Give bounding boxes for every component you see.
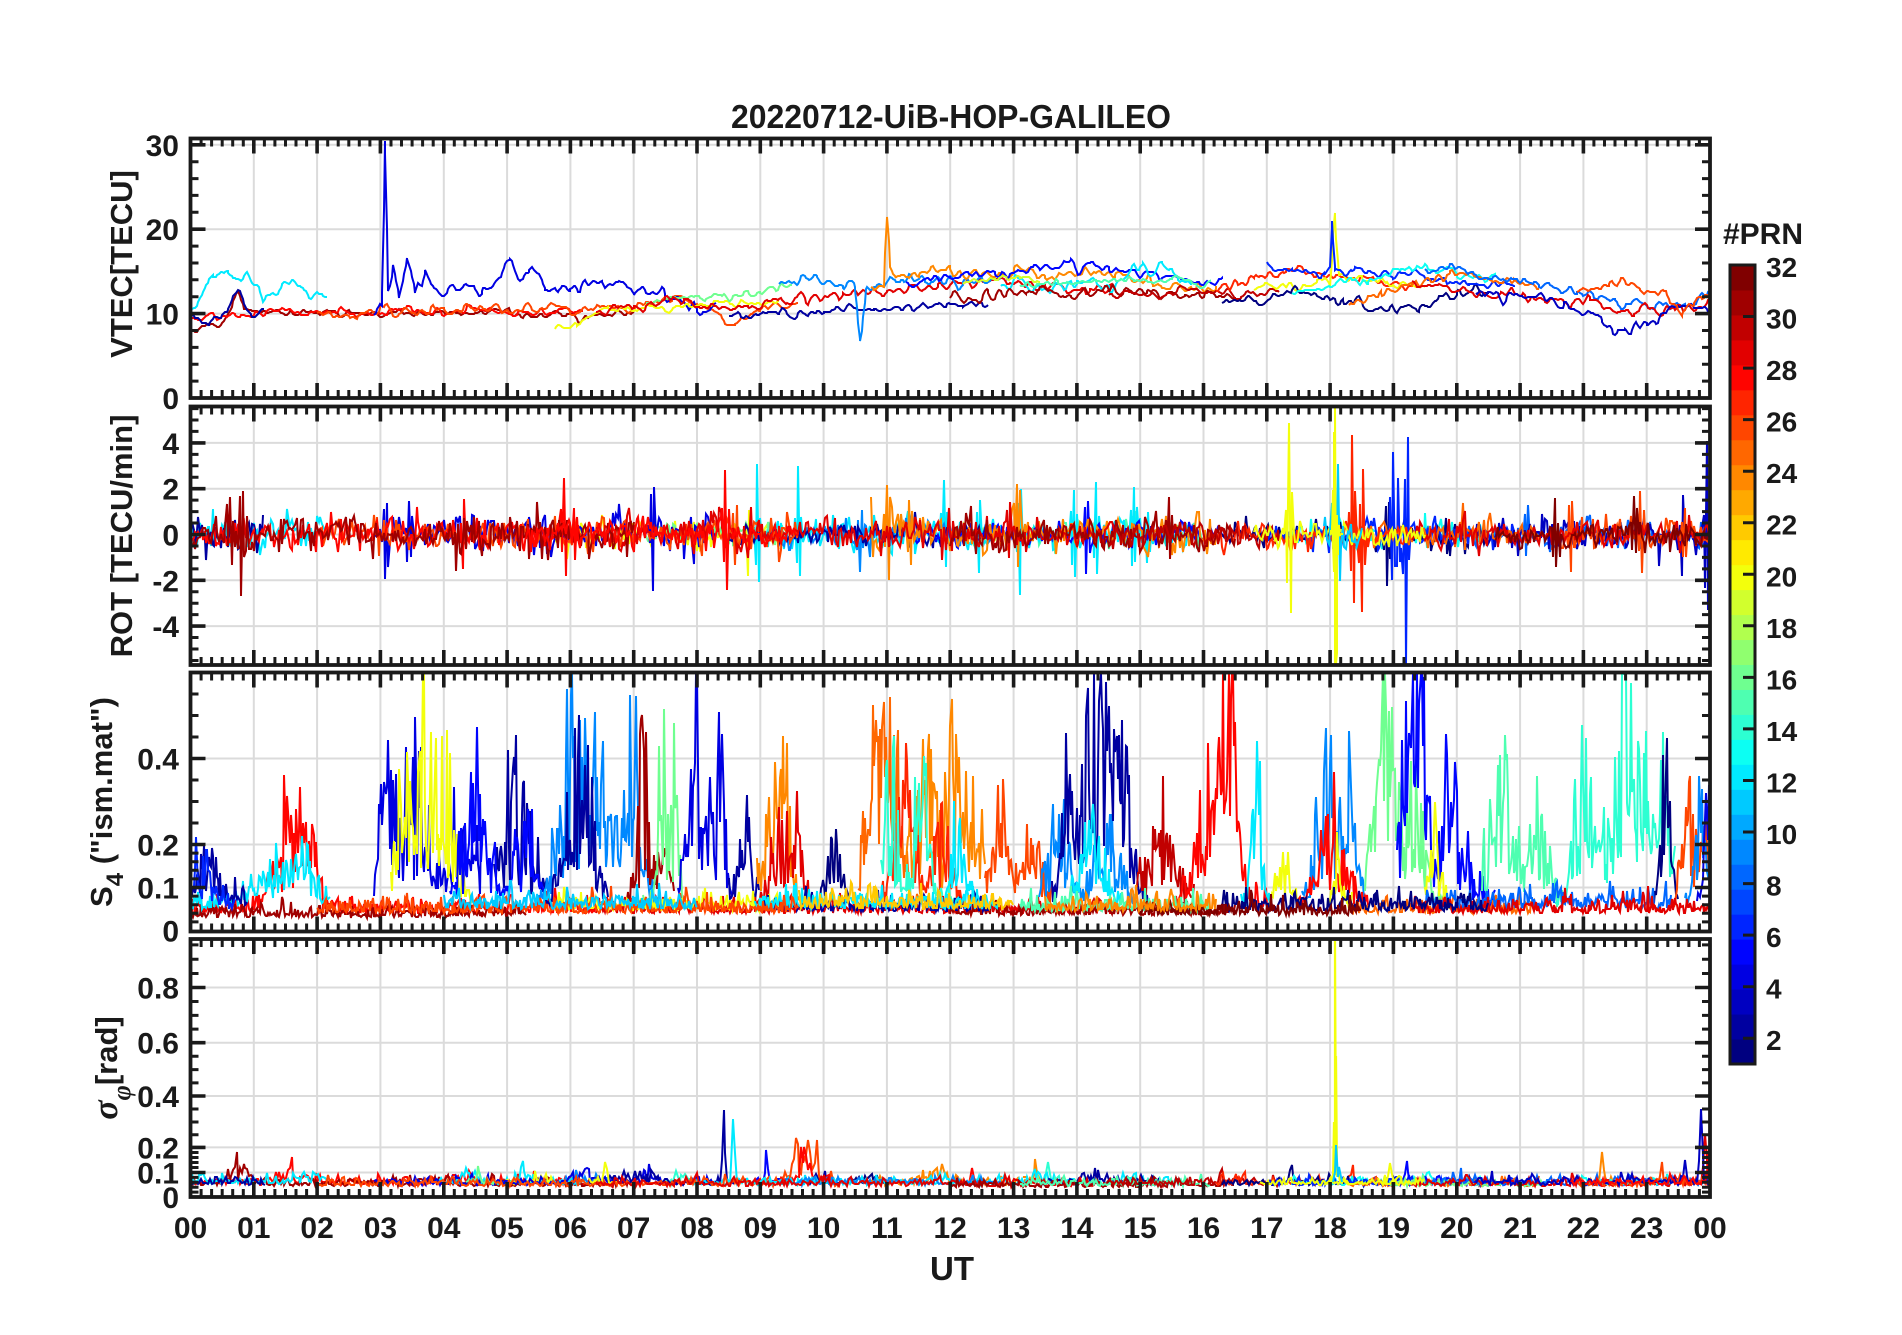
svg-text:0.2: 0.2 [137,1132,179,1165]
svg-text:30: 30 [146,130,179,163]
svg-text:16: 16 [1187,1212,1220,1245]
svg-text:22: 22 [1766,510,1797,541]
svg-text:0: 0 [162,520,179,553]
svg-text:12: 12 [1766,768,1797,799]
svg-text:UT: UT [930,1250,974,1287]
svg-text:12: 12 [934,1212,967,1245]
svg-text:0: 0 [162,1182,179,1215]
svg-text:20: 20 [1766,561,1797,592]
svg-text:0: 0 [162,383,179,416]
svg-text:00: 00 [174,1212,207,1245]
svg-text:0.1: 0.1 [137,873,179,906]
svg-text:05: 05 [490,1212,523,1245]
svg-text:18: 18 [1313,1212,1346,1245]
svg-text:08: 08 [680,1212,713,1245]
svg-text:4: 4 [162,428,179,461]
svg-text:30: 30 [1766,304,1797,335]
svg-text:10: 10 [146,299,179,332]
svg-text:03: 03 [364,1212,397,1245]
svg-text:0.4: 0.4 [137,744,179,777]
svg-text:07: 07 [617,1212,650,1245]
svg-text:σφ[rad]: σφ[rad] [85,1016,136,1120]
svg-text:6: 6 [1766,922,1782,953]
svg-text:0.2: 0.2 [137,830,179,863]
svg-text:24: 24 [1766,458,1798,489]
svg-text:15: 15 [1124,1212,1157,1245]
svg-text:-4: -4 [152,611,179,644]
svg-text:26: 26 [1766,407,1797,438]
svg-text:11: 11 [871,1212,903,1245]
svg-text:19: 19 [1377,1212,1410,1245]
svg-text:0.1: 0.1 [137,1158,179,1191]
svg-text:13: 13 [997,1212,1030,1245]
svg-text:4: 4 [1766,974,1782,1005]
svg-text:0: 0 [162,916,179,949]
svg-text:20: 20 [1440,1212,1473,1245]
svg-text:14: 14 [1060,1212,1094,1245]
svg-text:01: 01 [237,1212,270,1245]
svg-text:8: 8 [1766,871,1782,902]
svg-text:20: 20 [146,214,179,247]
svg-text:21: 21 [1503,1212,1536,1245]
svg-text:10: 10 [1766,819,1797,850]
svg-text:17: 17 [1250,1212,1283,1245]
svg-text:2: 2 [1766,1025,1782,1056]
svg-text:14: 14 [1766,716,1798,747]
svg-text:04: 04 [427,1212,461,1245]
svg-text:09: 09 [744,1212,777,1245]
svg-text:10: 10 [807,1212,840,1245]
svg-text:32: 32 [1766,252,1797,283]
svg-text:ROT [TECU/min]: ROT [TECU/min] [104,415,139,658]
svg-text:20220712-UiB-HOP-GALILEO: 20220712-UiB-HOP-GALILEO [731,98,1171,135]
svg-text:0.6: 0.6 [137,1028,179,1061]
svg-text:22: 22 [1567,1212,1600,1245]
svg-text:02: 02 [300,1212,333,1245]
svg-text:23: 23 [1630,1212,1663,1245]
svg-text:-2: -2 [152,565,179,598]
svg-text:2: 2 [162,474,179,507]
svg-text:28: 28 [1766,355,1797,386]
svg-text:VTEC[TECU]: VTEC[TECU] [104,170,139,358]
svg-text:#PRN: #PRN [1723,218,1803,251]
svg-text:0.4: 0.4 [137,1081,179,1114]
svg-text:0.8: 0.8 [137,973,179,1006]
svg-text:18: 18 [1766,613,1797,644]
svg-text:16: 16 [1766,664,1797,695]
svg-text:06: 06 [554,1212,587,1245]
svg-text:00: 00 [1693,1212,1726,1245]
